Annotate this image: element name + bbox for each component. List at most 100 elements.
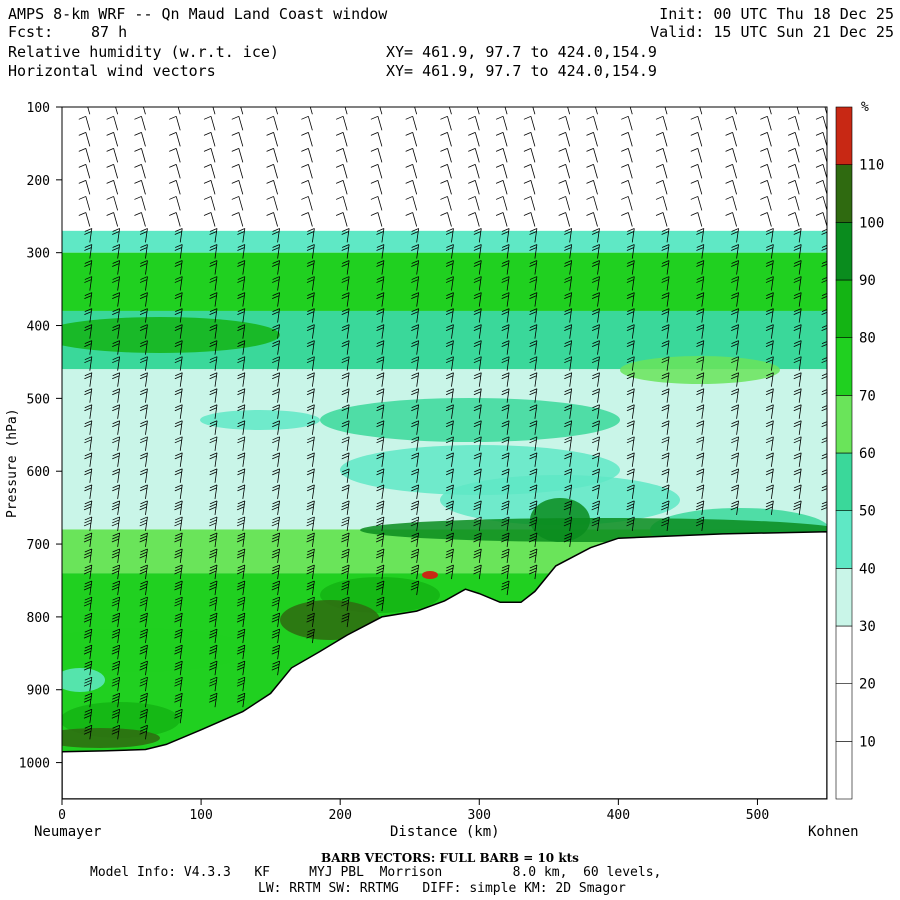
wind-barb-22-352 xyxy=(798,276,802,291)
wind-barb-flag-17-528-1 xyxy=(626,407,635,412)
wind-barb-21-550 xyxy=(770,420,774,435)
wind-barb-flag-14-352-0 xyxy=(529,276,538,280)
wind-barb-1-638 xyxy=(117,484,121,499)
wind-barb-9-198 xyxy=(377,164,383,179)
wind-barb-4-660 xyxy=(214,500,218,515)
wind-barb-flag-2-902-1 xyxy=(139,679,148,684)
wind-barb-flag-3-660-2 xyxy=(174,506,182,511)
wind-barb-flag-6-836-2 xyxy=(271,634,279,639)
wind-barb-flag-10-308-1 xyxy=(411,247,419,251)
wind-barb-flag-0-396-0 xyxy=(84,308,92,312)
wind-barb-flag-5-726-2 xyxy=(236,554,245,559)
wind-barb-0-330 xyxy=(89,260,93,275)
wind-barb-5-924 xyxy=(242,693,246,708)
wind-barb-flag-17-154-0 xyxy=(621,131,629,136)
wind-barb-6-704 xyxy=(277,532,280,548)
wind-barb-flag-21-198-0 xyxy=(760,164,768,168)
wind-barb-flag-22-242-0 xyxy=(788,196,796,200)
wind-barb-flag-1-352-1 xyxy=(112,279,120,283)
wind-barb-flag-23-132-0 xyxy=(815,115,824,120)
wind-barb-5-814 xyxy=(242,613,246,628)
wind-barb-flag-23-550-1 xyxy=(821,424,827,428)
wind-barb-6-242 xyxy=(273,196,278,211)
wind-barb-flag-1-858-0 xyxy=(112,644,120,649)
wind-barb-flag-7-374-1 xyxy=(306,295,315,299)
wind-barb-flag-4-440-0 xyxy=(209,340,218,345)
wind-barb-4-176 xyxy=(210,148,216,163)
wind-barb-flag-1-770-1 xyxy=(112,583,120,588)
wind-barb-flag-22-330-0 xyxy=(794,260,802,264)
wind-barb-flag-0-506-0 xyxy=(84,388,92,393)
wind-barb-flag-10-528-0 xyxy=(411,404,419,409)
wind-barb-flag-14-418-1 xyxy=(529,327,537,332)
wind-barb-flag-14-440-1 xyxy=(529,343,537,348)
wind-barb-22-330 xyxy=(798,260,802,275)
wind-barb-flag-14-572-1 xyxy=(529,439,537,444)
wind-barb-flag-7-572-0 xyxy=(307,436,315,441)
wind-barb-flag-15-308-0 xyxy=(564,244,572,248)
wind-barb-flag-10-286-1 xyxy=(411,231,419,235)
wind-barb-15-264 xyxy=(565,212,571,227)
wind-barb-13-616 xyxy=(506,468,510,483)
wind-barb-flag-4-858-1 xyxy=(209,647,217,652)
wind-barb-flag-5-154-0 xyxy=(231,131,239,136)
wind-barb-flag-15-286-0 xyxy=(564,228,572,232)
wind-barb-flag-19-220-0 xyxy=(690,180,698,184)
wind-barb-flag-1-396-1 xyxy=(112,311,120,315)
wind-barb-6-418 xyxy=(277,324,280,339)
wind-barb-flag-2-440-0 xyxy=(140,340,148,345)
wind-barb-flag-22-264-0 xyxy=(788,212,796,216)
wind-barb-flag-0-594-1 xyxy=(84,455,92,460)
wind-barb-flag-18-506-0 xyxy=(661,388,670,393)
wind-barb-flag-3-352-0 xyxy=(175,276,183,280)
wind-barb-flag-4-594-1 xyxy=(209,455,217,460)
wind-barb-flag-1-330-1 xyxy=(112,263,120,267)
wind-barb-20-264 xyxy=(732,212,737,227)
wind-barb-flag-20-352-0 xyxy=(731,276,739,280)
wind-barb-12-418 xyxy=(478,324,482,339)
wind-barb-11-418 xyxy=(451,324,454,339)
wind-barb-2-330 xyxy=(145,260,148,275)
wind-barb-flag-1-264-0 xyxy=(106,212,114,216)
wind-barb-flag-20-396-1 xyxy=(731,311,739,315)
wind-barb-4-902 xyxy=(214,677,218,692)
wind-barb-3-924 xyxy=(179,693,183,708)
wind-barb-10-726 xyxy=(416,548,420,564)
wind-barb-flag-0-792-2 xyxy=(83,602,92,607)
wind-barb-flag-19-374-0 xyxy=(696,292,704,296)
wind-barb-flag-17-330-0 xyxy=(627,260,635,264)
wind-barb-0-968 xyxy=(89,725,93,740)
x-tick-label-0: 0 xyxy=(58,808,66,823)
wind-barb-flag-21-528-1 xyxy=(765,407,774,412)
wind-barb-flag-7-242-0 xyxy=(301,196,309,200)
wind-barb-flag-6-704-0 xyxy=(272,532,280,537)
wind-barb-flag-5-836-2 xyxy=(236,634,245,639)
wind-barb-flag-13-198-0 xyxy=(495,164,504,168)
wind-barb-flag-8-528-1 xyxy=(341,407,349,412)
wind-barb-flag-13-704-0 xyxy=(501,532,510,537)
wind-barb-flag-11-528-1 xyxy=(445,407,454,412)
wind-barb-1-748 xyxy=(117,564,121,580)
wind-barb-flag-9-308-0 xyxy=(376,244,385,248)
right-endpoint-label: Kohnen xyxy=(808,824,859,840)
wind-barb-13-264 xyxy=(502,212,508,227)
wind-barb-flag-0-858-2 xyxy=(83,650,92,655)
wind-barb-flag-0-506-1 xyxy=(84,391,92,396)
wind-barb-15-638 xyxy=(569,484,573,499)
wind-barb-flag-6-682-0 xyxy=(272,516,280,521)
wind-barb-flag-14-374-1 xyxy=(529,295,537,299)
wind-barb-flag-17-506-0 xyxy=(627,388,635,393)
wind-barb-7-814 xyxy=(311,613,315,628)
wind-barb-flag-5-110-0 xyxy=(232,100,239,103)
wind-barb-flag-16-396-0 xyxy=(592,308,600,312)
wind-barb-flag-9-770-2 xyxy=(375,586,384,591)
wind-barb-flag-14-594-1 xyxy=(529,455,537,460)
wind-barb-13-440 xyxy=(506,340,510,355)
wind-barb-19-220 xyxy=(697,180,703,195)
wind-barb-flag-8-616-0 xyxy=(341,468,350,473)
wind-barb-flag-7-682-1 xyxy=(306,519,315,524)
wind-barb-2-242 xyxy=(141,196,146,211)
wind-barb-flag-7-660-2 xyxy=(306,506,314,511)
wind-barb-21-374 xyxy=(770,292,774,307)
wind-barb-flag-9-440-0 xyxy=(376,340,385,345)
